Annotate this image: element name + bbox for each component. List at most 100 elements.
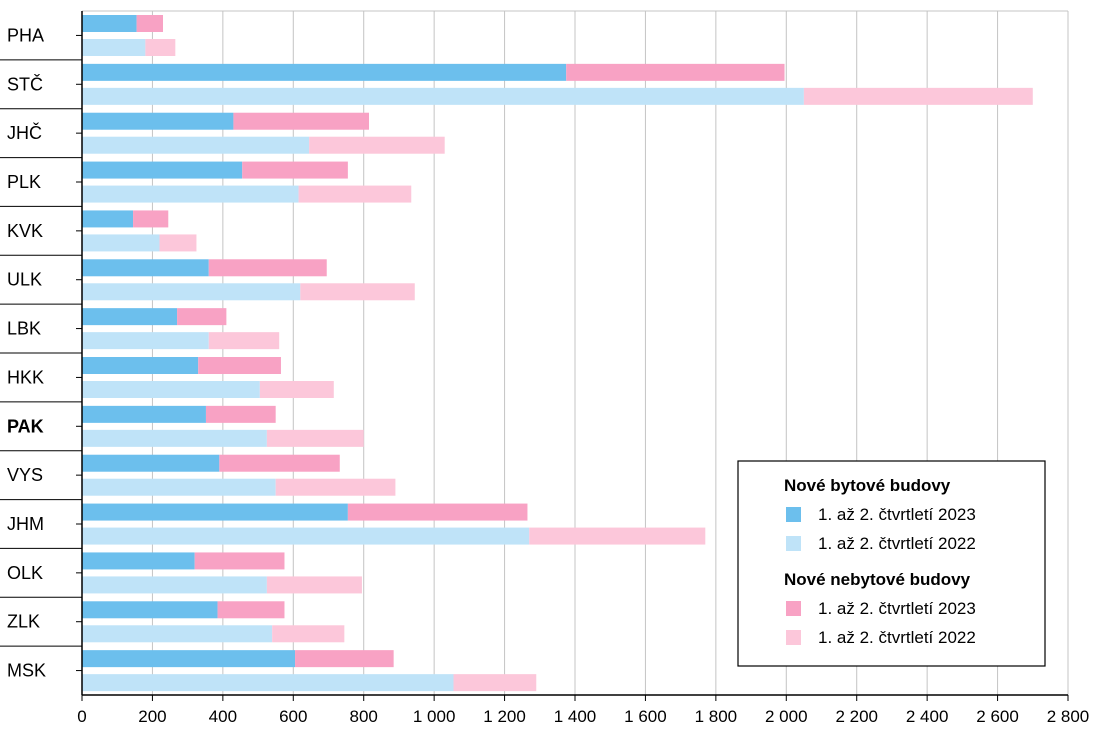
category-label: ZLK (7, 612, 40, 632)
bar (177, 308, 227, 326)
category-label: STČ (7, 73, 43, 94)
x-tick-label: 2 800 (1047, 707, 1090, 726)
bar (136, 15, 163, 32)
bar (82, 527, 530, 545)
bar (272, 625, 345, 643)
category-label: OLK (7, 563, 43, 583)
bar (217, 601, 285, 619)
bar (266, 429, 364, 447)
bar (82, 39, 146, 56)
bar (82, 552, 195, 570)
bar (82, 674, 454, 692)
bar (82, 234, 160, 252)
category-label: PLK (7, 172, 41, 192)
x-tick-labels: 0 200 400 600 800 1 000 1 200 1 400 1 600 1 800 2 … (77, 707, 1089, 726)
bar (295, 650, 394, 668)
category-label: ULK (7, 270, 42, 290)
bars (82, 15, 1033, 692)
bar (82, 185, 299, 203)
bar (82, 454, 220, 472)
legend-swatch (786, 601, 801, 616)
category-label: HKK (7, 367, 44, 387)
x-tick-label: 200 (138, 707, 166, 726)
bar (309, 136, 445, 154)
bar (803, 87, 1033, 105)
bar (219, 454, 340, 472)
bar (82, 576, 267, 594)
bar (82, 503, 348, 521)
bar (82, 161, 243, 179)
x-tick-label: 2 400 (906, 707, 949, 726)
bar (205, 405, 276, 423)
legend-swatch (786, 536, 801, 551)
x-tick-label: 2 600 (976, 707, 1019, 726)
bar (145, 39, 176, 56)
legend-group-title: Nové bytové budovy (784, 476, 951, 495)
legend-swatch (786, 507, 801, 522)
bar (82, 601, 218, 619)
bar (300, 283, 415, 301)
legend-item-label: 1. až 2. čtvrtletí 2022 (818, 534, 976, 553)
bar (208, 332, 280, 350)
bar (82, 259, 209, 277)
bar (82, 381, 260, 398)
bar (82, 357, 199, 374)
bar (198, 357, 281, 374)
bar (242, 161, 348, 179)
bar (82, 210, 134, 228)
x-tick-label: 2 200 (835, 707, 878, 726)
bar (82, 478, 276, 496)
bar (233, 112, 369, 130)
x-tick-label: 1 400 (554, 707, 597, 726)
bar (82, 87, 804, 105)
bar (82, 136, 310, 154)
bar (347, 503, 528, 521)
bar (82, 650, 296, 668)
bar (82, 15, 137, 32)
bar (82, 332, 209, 350)
legend-item-label: 1. až 2. čtvrtletí 2023 (818, 505, 976, 524)
legend-item-label: 1. až 2. čtvrtletí 2022 (818, 628, 976, 647)
x-tick-label: 1 000 (413, 707, 456, 726)
bar (259, 381, 334, 398)
x-tick-label: 600 (279, 707, 307, 726)
x-tick-label: 400 (209, 707, 237, 726)
x-tick-label: 2 000 (765, 707, 808, 726)
category-labels: PHA STČ JHČ PLK KVK ULK LBK HKK PAK VYS JHM OLK ZLK M… (7, 25, 46, 680)
x-tick-label: 800 (350, 707, 378, 726)
bar (82, 625, 273, 643)
legend-item-label: 1. až 2. čtvrtletí 2023 (818, 599, 976, 618)
x-tick-label: 1 600 (624, 707, 667, 726)
category-label: JHM (7, 514, 44, 534)
bar (82, 283, 301, 301)
category-label: PAK (7, 416, 44, 436)
bar (82, 405, 206, 423)
bar (82, 63, 567, 81)
category-label: MSK (7, 661, 46, 681)
category-label: LBK (7, 319, 41, 339)
category-label: JHČ (7, 122, 42, 143)
bar (82, 308, 178, 326)
axes (0, 11, 1069, 701)
bar (266, 576, 362, 594)
x-tick-label: 0 (77, 707, 86, 726)
legend-swatch (786, 630, 801, 645)
x-tick-label: 1 200 (483, 707, 526, 726)
bar (82, 112, 234, 130)
category-label: KVK (7, 221, 43, 241)
bar (275, 478, 396, 496)
bar (529, 527, 706, 545)
bar (194, 552, 285, 570)
category-label: VYS (7, 465, 43, 485)
bar (298, 185, 412, 203)
bar (82, 429, 267, 447)
legend: Nové bytové budovy 1. až 2. čtvrtletí 202… (737, 460, 1046, 667)
x-tick-label: 1 800 (695, 707, 738, 726)
bar (159, 234, 197, 252)
bar (453, 674, 537, 692)
bar (566, 63, 785, 81)
bar (133, 210, 169, 228)
bar (208, 259, 327, 277)
category-label: PHA (7, 25, 44, 45)
